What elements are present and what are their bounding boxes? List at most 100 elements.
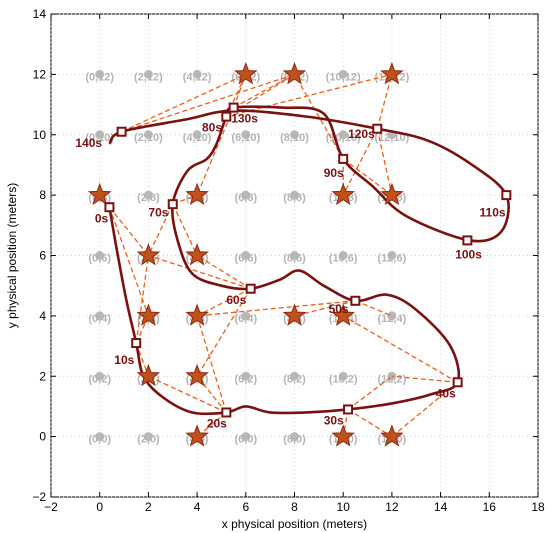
dashed-link: [347, 408, 393, 438]
grid-point: [241, 371, 251, 381]
grid-point: [338, 69, 348, 79]
trajectory-marker: [221, 111, 232, 122]
dashed-link: [355, 300, 393, 317]
x-tick-label: 8: [291, 500, 298, 514]
grid-point-label: (8,2): [283, 373, 306, 385]
trajectory-marker: [372, 123, 383, 134]
grid-point-label: (6,10): [231, 132, 260, 144]
dashed-link: [121, 73, 295, 133]
dashed-link: [172, 203, 198, 256]
grid-point-label: (6,4): [234, 313, 257, 325]
dashed-link: [225, 73, 295, 118]
anchor-star: [331, 182, 356, 206]
time-label: 130s: [231, 112, 258, 126]
trajectory-marker: [116, 126, 127, 137]
dashed-link: [108, 206, 149, 256]
dashed-link: [135, 255, 150, 344]
anchor-star: [331, 303, 356, 326]
time-label: 80s: [202, 121, 222, 135]
anchor-star: [282, 303, 307, 326]
grid-point: [241, 432, 251, 442]
y-tick-label: 6: [39, 249, 46, 263]
y-tick-label: 0: [39, 430, 46, 444]
grid-point-label: (12,4): [378, 313, 407, 325]
grid-point-label: (8,10): [280, 132, 309, 144]
trajectory-line: [108, 105, 510, 416]
grid-point: [95, 311, 105, 321]
grid-point-label: (12,10): [374, 132, 409, 144]
grid-point: [143, 130, 153, 140]
dashed-link: [342, 315, 458, 383]
time-label: 140s: [75, 136, 102, 150]
trajectory-marker: [228, 102, 239, 113]
grid-point-label: (10,6): [329, 253, 358, 265]
grid-point: [387, 251, 397, 260]
dashed-link: [226, 73, 393, 118]
x-tick-label: 18: [531, 500, 545, 514]
grid-point-label: (2,0): [137, 434, 160, 446]
dashed-link: [148, 254, 251, 290]
grid-point-label: (0,10): [85, 132, 114, 144]
y-tick-label: 4: [39, 309, 46, 323]
grid-point: [192, 130, 202, 140]
time-label: 70s: [148, 205, 168, 219]
anchor-star: [87, 182, 112, 206]
trajectory-marker: [452, 377, 463, 388]
time-label: 110s: [480, 205, 506, 219]
anchor-star: [331, 424, 356, 447]
dashed-link: [196, 288, 251, 317]
x-tick-label: 4: [194, 500, 201, 514]
trajectory-markers: [104, 102, 512, 418]
anchor-star: [233, 61, 258, 85]
y-tick-label: 8: [39, 188, 46, 202]
dashed-link: [197, 300, 356, 317]
x-tick-label: 0: [96, 500, 103, 514]
grid-point-label: (10,12): [326, 71, 361, 83]
grid-point: [95, 371, 105, 381]
x-tick-label: 12: [385, 500, 399, 514]
dashed-link: [391, 375, 458, 383]
trajectory-marker: [338, 153, 349, 164]
grid-point: [290, 371, 299, 381]
x-tick-label: 16: [483, 500, 497, 514]
time-label: 50s: [329, 302, 349, 316]
dashed-link: [121, 73, 247, 133]
y-tick-label: 14: [33, 7, 47, 21]
trajectory: [108, 105, 510, 416]
anchor-star: [185, 424, 209, 447]
grid-point-label: (6,8): [234, 192, 257, 204]
y-tick-label: 2: [39, 369, 46, 383]
grid-point: [338, 130, 348, 140]
anchor-star: [282, 61, 307, 85]
dashed-link: [148, 375, 227, 414]
grid-point-label: (12,2): [378, 373, 407, 385]
dashed-link: [293, 74, 344, 160]
grid-point-label: (8,8): [283, 192, 306, 204]
trajectory-marker: [501, 190, 512, 201]
anchor-star: [136, 363, 161, 387]
anchor-star: [380, 182, 404, 206]
grid-point: [95, 432, 105, 442]
dashed-link: [347, 375, 393, 410]
grid-point: [290, 190, 299, 200]
grid-point: [290, 130, 299, 140]
dashed-link: [196, 411, 227, 438]
grid-point-label: (4,10): [183, 132, 212, 144]
dashed-link: [342, 158, 393, 196]
grid-point-label: (2,8): [137, 192, 160, 204]
x-axis-label: x physical position (meters): [222, 517, 367, 531]
grid-point-label: (0,2): [88, 373, 111, 385]
anchor-star: [185, 243, 209, 266]
y-tick-label: 10: [33, 128, 47, 142]
anchor-star: [380, 61, 404, 85]
grid-point-label: (0,12): [85, 71, 114, 83]
x-tick-label: −2: [44, 500, 58, 514]
axis-ticks: −2 0 2 4 6 8 10 12 14 16 18 −2 0 2 4 6 8 10 12 14: [32, 7, 545, 514]
grid-point: [290, 432, 299, 442]
anchor-star: [185, 363, 209, 387]
grid-point-label: (6,6): [234, 253, 257, 265]
grid-point: [290, 251, 299, 260]
dashed-link: [108, 206, 150, 317]
grid-point-label: (2,12): [134, 71, 163, 83]
